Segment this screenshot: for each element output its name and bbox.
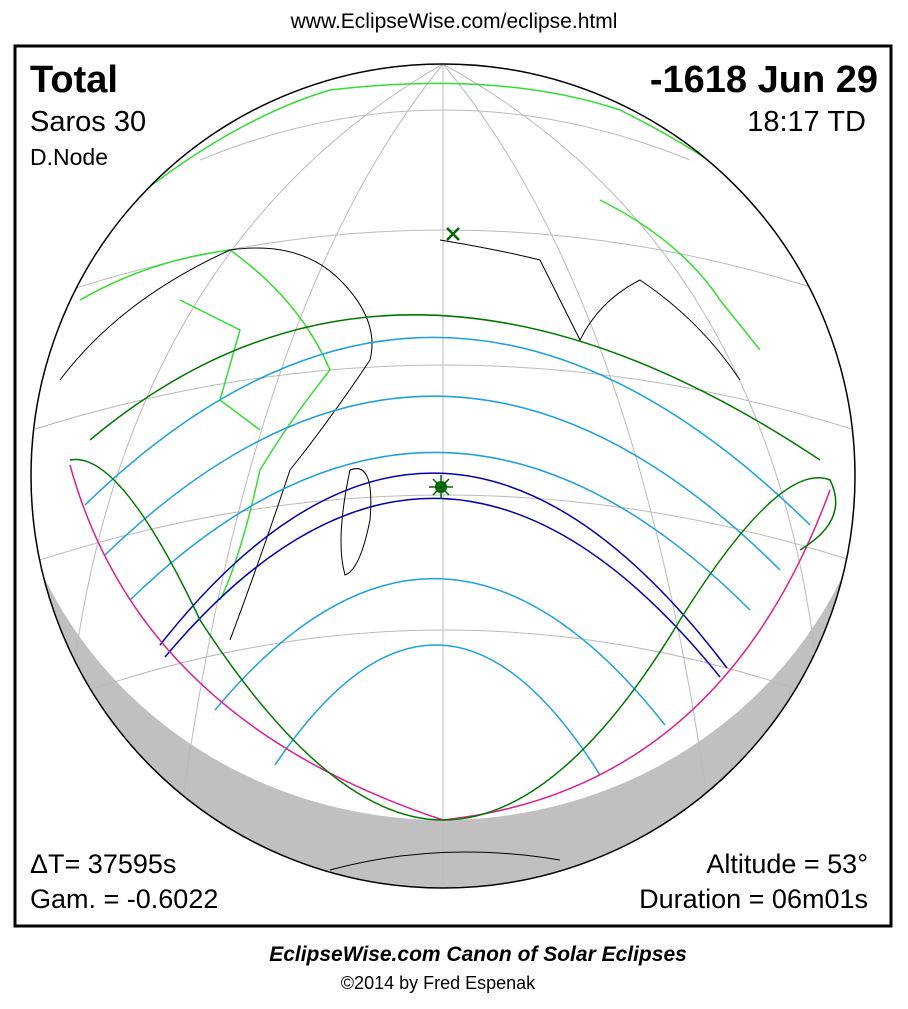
- globe: [31, 64, 855, 888]
- altitude: Altitude = 53°: [706, 849, 868, 879]
- eclipse-type: Total: [30, 59, 118, 101]
- penumbra-north: [89, 314, 821, 461]
- duration: Duration = 06m01s: [639, 884, 868, 914]
- saros: Saros 30: [30, 106, 146, 138]
- footer-title: EclipseWise.com Canon of Solar Eclipses: [269, 943, 687, 966]
- copyright: ©2014 by Fred Espenak: [341, 973, 536, 993]
- coastlines: [59, 239, 741, 871]
- date: -1618 Jun 29: [650, 59, 878, 101]
- delta-t: ΔT= 37595s: [30, 849, 176, 879]
- borders: [79, 82, 761, 601]
- url: www.EclipseWise.com/eclipse.html: [290, 10, 618, 33]
- magnitude-lines: [84, 336, 811, 776]
- node: D.Node: [30, 144, 108, 170]
- globe-outline: [30, 63, 856, 889]
- path-limit-south: [159, 472, 728, 669]
- time: 18:17 TD: [747, 106, 866, 138]
- greatest-eclipse: [429, 475, 453, 499]
- gamma: Gam. = -0.6022: [30, 884, 218, 914]
- subsolar-point: [446, 227, 460, 241]
- penumbra-outline: [69, 458, 837, 821]
